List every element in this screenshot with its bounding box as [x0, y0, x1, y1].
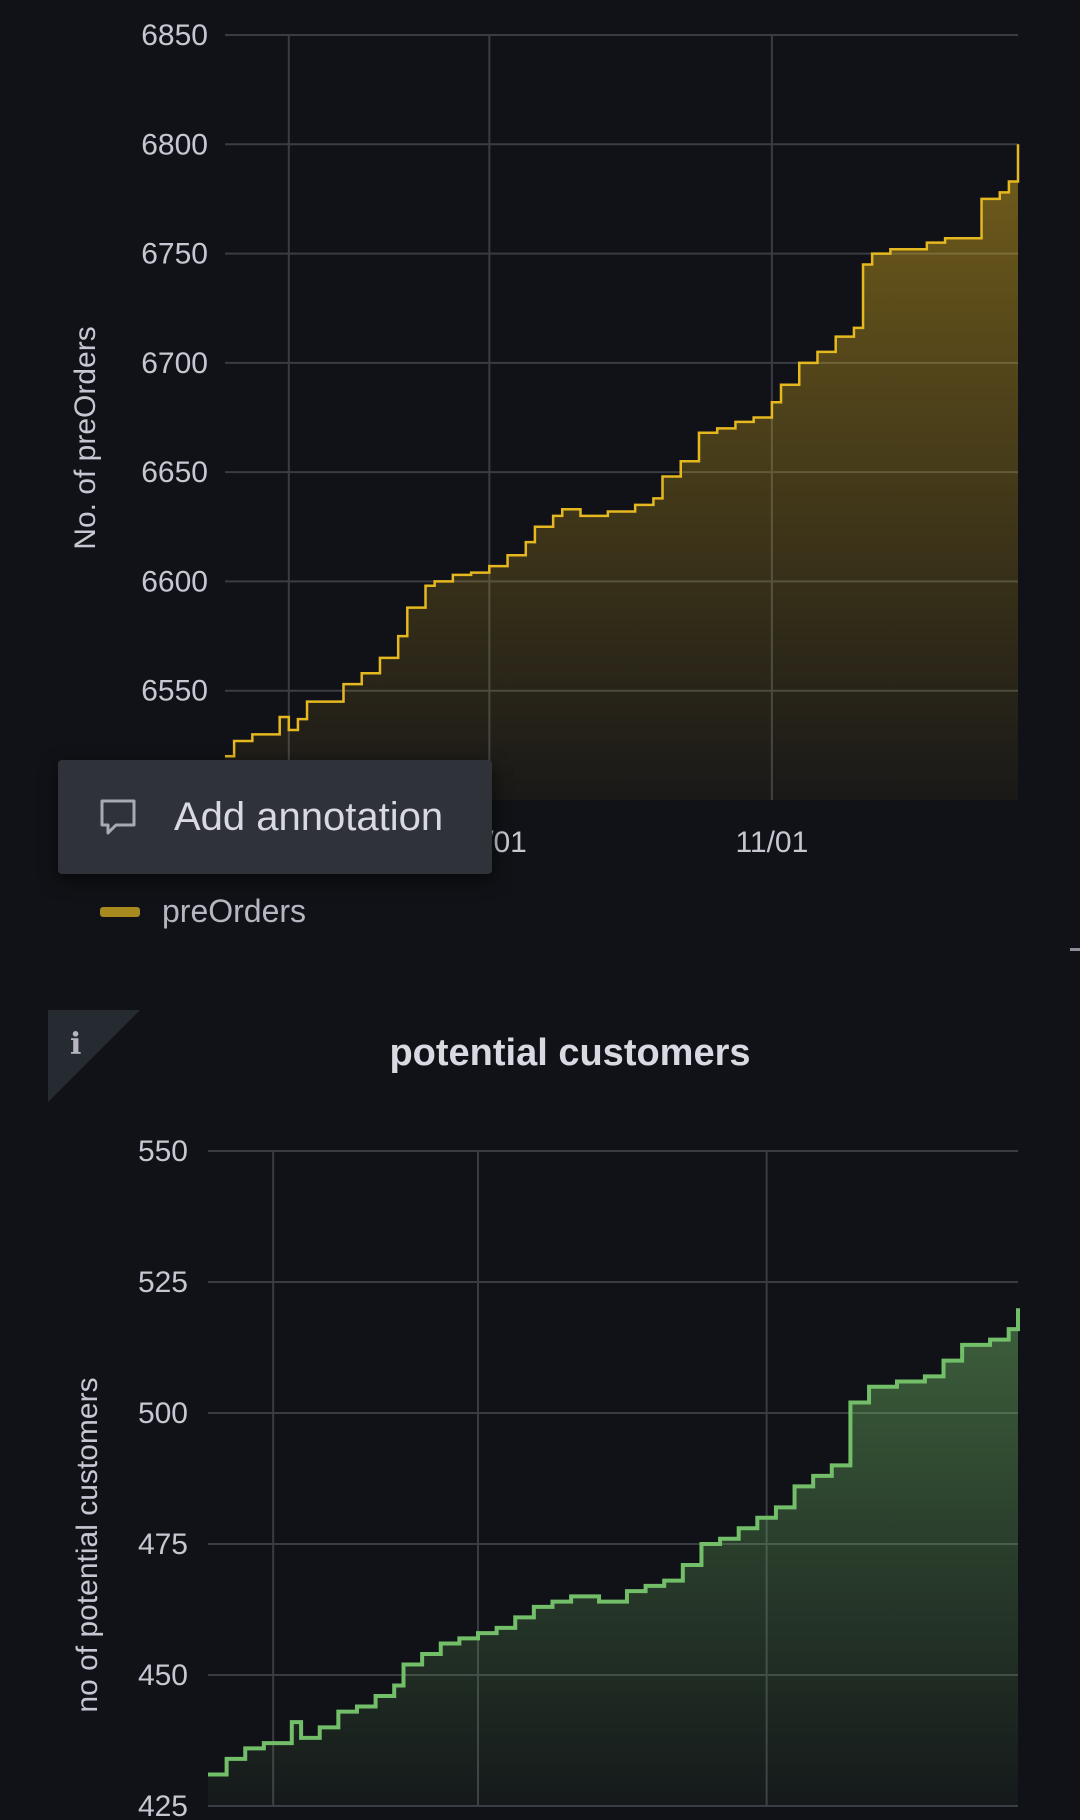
panel-title[interactable]: potential customers	[389, 1032, 751, 1074]
add-annotation-label: Add annotation	[174, 794, 444, 839]
y-tick-label: 450	[138, 1659, 188, 1692]
legend[interactable]: preOrders	[100, 893, 306, 930]
y-tick-label: 425	[138, 1790, 188, 1820]
y-tick-label: 6550	[141, 675, 208, 708]
svg-text:i: i	[70, 1027, 81, 1062]
x-tick-label: 11/01	[735, 826, 808, 859]
legend-swatch	[100, 906, 140, 917]
y-tick-label: 525	[138, 1266, 188, 1299]
y-tick-label: 500	[138, 1397, 188, 1430]
preorders-chart[interactable]: 6550 6600 6650 6700 6750 6800 6850 No. of preOr…	[0, 0, 1080, 960]
comment-icon	[100, 799, 136, 835]
y-tick-label: 6800	[141, 128, 208, 161]
series-line	[208, 1308, 1020, 1777]
y-axis-title: No. of preOrders	[69, 326, 102, 549]
y-axis-title: no of potential customers	[71, 1377, 104, 1712]
potential-customers-chart[interactable]: 425 450 475 500 525 550 no of potential custom…	[0, 1000, 1080, 1820]
y-tick-label: 475	[138, 1528, 188, 1561]
y-tick-label: 6750	[141, 238, 208, 271]
y-tick-label: 6850	[141, 19, 208, 52]
y-tick-label: 550	[138, 1135, 188, 1168]
legend-label: preOrders	[162, 893, 307, 929]
potential-customers-panel: 425 450 475 500 525 550 no of potential custom…	[0, 1000, 1080, 1820]
info-icon[interactable]: i	[48, 1010, 140, 1102]
y-tick-label: 6600	[141, 565, 208, 598]
y-tick-label: 6650	[141, 456, 208, 489]
add-annotation-button[interactable]: Add annotation	[58, 760, 492, 874]
series-line	[225, 144, 1020, 758]
panel-resize-handle[interactable]	[1070, 948, 1080, 951]
series-area	[208, 1308, 1018, 1806]
y-tick-label: 6700	[141, 347, 208, 380]
series-area	[225, 144, 1018, 801]
preorders-panel: 6550 6600 6650 6700 6750 6800 6850 No. of preOr…	[0, 0, 1080, 960]
